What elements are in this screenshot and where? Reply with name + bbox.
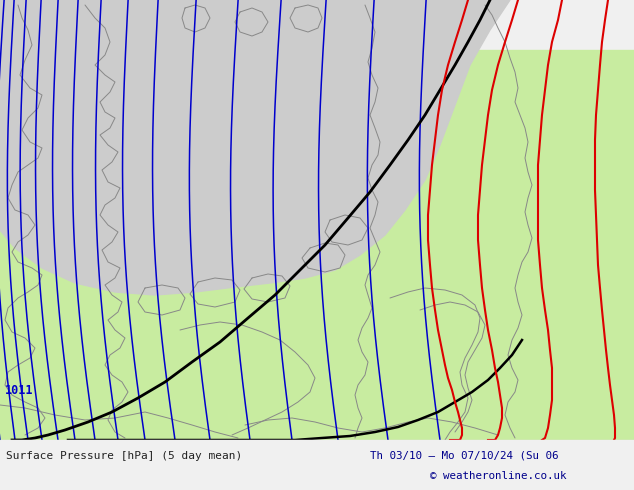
Polygon shape bbox=[0, 0, 510, 295]
Text: Th 03/10 – Mo 07/10/24 (Su 06: Th 03/10 – Mo 07/10/24 (Su 06 bbox=[370, 451, 559, 461]
Bar bbox=[0, 50, 634, 440]
Text: Surface Pressure [hPa] (5 day mean): Surface Pressure [hPa] (5 day mean) bbox=[6, 451, 242, 461]
Text: © weatheronline.co.uk: © weatheronline.co.uk bbox=[430, 471, 567, 481]
Text: 1011: 1011 bbox=[5, 384, 34, 396]
Bar bbox=[0, 440, 634, 490]
